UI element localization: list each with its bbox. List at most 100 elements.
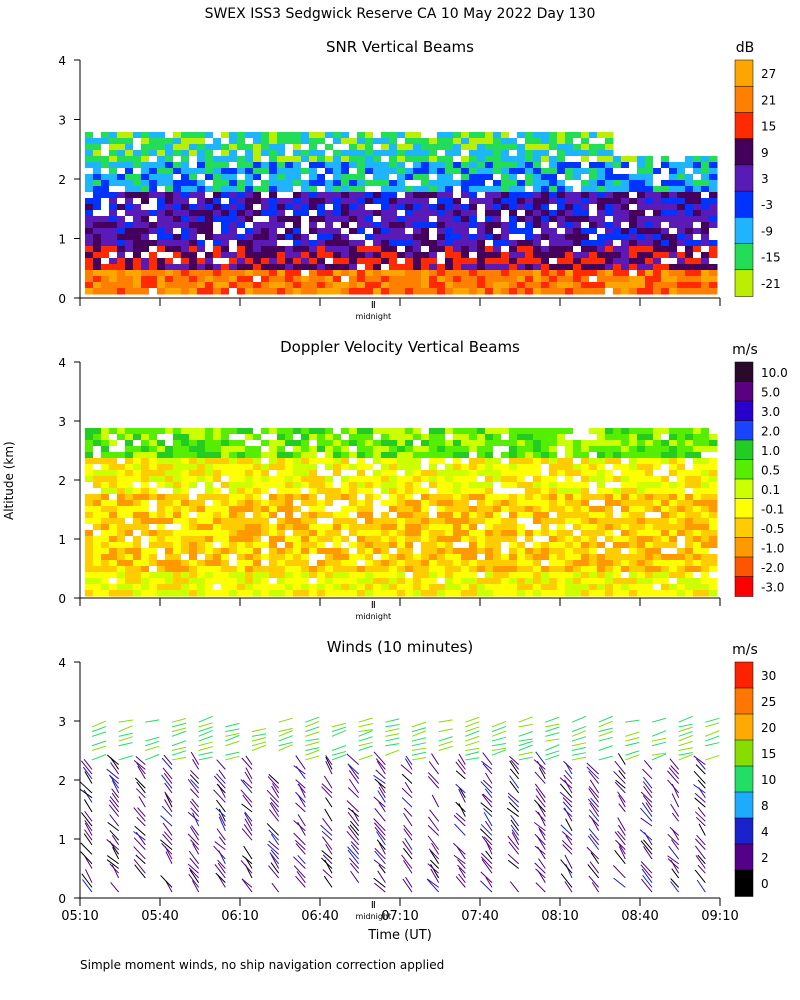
wind-barb [217,862,226,874]
doppler-heat-cell [693,500,702,507]
snr-heat-cell [117,138,126,145]
doppler-heat-cell [205,512,214,519]
snr-heat-cell [605,204,614,211]
doppler-heat-cell [581,548,590,555]
snr-heat-cell [565,234,574,241]
doppler-heat-cell [293,446,302,453]
doppler-heat-cell [165,494,174,501]
doppler-heat-cell [421,566,430,573]
doppler-heat-cell [517,494,526,501]
doppler-heat-cell [453,458,462,465]
snr-heat-cell [117,276,126,283]
doppler-heat-cell [445,458,454,465]
wind-barb [244,818,253,831]
doppler-heat-cell [453,464,462,471]
snr-heat-cell [461,270,470,277]
wind-barb [625,741,640,747]
doppler-heat-cell [629,476,638,483]
snr-heat-cell [557,270,566,277]
doppler-heat-cell [261,440,270,447]
snr-heat-cell [381,216,390,223]
snr-heat-cell [333,156,342,163]
snr-heat-cell [645,186,654,193]
doppler-heat-cell [525,482,534,489]
doppler-heat-cell [221,578,230,585]
doppler-heat-cell [397,554,406,561]
doppler-heat-cell [429,506,438,513]
snr-heat-cell [229,282,238,289]
doppler-heat-cell [565,536,574,543]
snr-heat-cell [333,132,342,139]
wind-barb [509,775,520,789]
doppler-heat-cell [501,446,510,453]
doppler-heat-cell [421,530,430,537]
wind-barb [80,842,93,855]
snr-heat-cell [597,174,606,181]
wind-barb [305,741,320,747]
doppler-heat-cell [685,488,694,495]
doppler-heat-cell [165,428,174,435]
doppler-heat-cell [469,572,478,579]
snr-heat-cell [701,282,710,289]
doppler-heat-cell [221,488,230,495]
wind-barb [374,778,386,789]
doppler-heat-cell [125,530,134,537]
snr-heat-cell [341,240,350,247]
doppler-heat-cell [333,458,342,465]
wind-barb [405,876,413,888]
wind-barb [671,812,680,822]
snr-heat-cell [189,228,198,235]
doppler-heat-cell [557,542,566,549]
wind-barb [295,802,306,813]
snr-heat-cell [309,288,318,295]
doppler-heat-cell [253,458,262,465]
doppler-heat-cell [149,488,158,495]
snr-heat-cell [509,168,518,175]
doppler-heat-cell [621,536,630,543]
doppler-heat-cell [365,464,374,471]
doppler-heat-cell [533,482,542,489]
doppler-heat-cell [365,590,374,597]
doppler-heat-cell [661,548,670,555]
snr-heat-cell [333,246,342,253]
snr-heat-cell [333,270,342,277]
doppler-heat-cell [125,452,134,459]
doppler-heat-cell [213,566,222,573]
snr-heat-cell [557,282,566,289]
snr-heat-cell [181,252,190,259]
snr-heat-cell [117,246,126,253]
snr-heat-cell [613,186,622,193]
snr-heat-cell [173,282,182,289]
wind-barb [428,761,440,775]
doppler-heat-cell [213,560,222,567]
snr-heat-cell [677,216,686,223]
doppler-heat-cell [629,446,638,453]
snr-heat-cell [357,234,366,241]
doppler-heat-cell [589,542,598,549]
doppler-heat-cell [301,488,310,495]
wind-barb [374,882,386,893]
snr-heat-cell [685,198,694,205]
wind-barb [678,747,693,751]
wind-barb [164,793,173,808]
doppler-heat-cell [149,566,158,573]
snr-heat-cell [85,288,94,295]
snr-heat-cell [589,174,598,181]
snr-heat-cell [109,264,118,271]
doppler-heat-cell [165,560,174,567]
snr-heat-cell [189,216,198,223]
doppler-heat-cell [125,488,134,495]
snr-heat-cell [501,150,510,157]
doppler-heat-cell [557,512,566,519]
doppler-heat-cell [149,518,158,525]
doppler-heat-cell [357,512,366,519]
snr-heat-cell [349,174,358,181]
snr-heat-cell [237,180,246,187]
doppler-heat-cell [213,512,222,519]
doppler-heat-cell [261,530,270,537]
doppler-heat-cell [597,458,606,465]
wind-barb [295,875,306,888]
wind-barb [491,743,507,747]
doppler-heat-cell [565,440,574,447]
doppler-heat-cell [221,530,230,537]
